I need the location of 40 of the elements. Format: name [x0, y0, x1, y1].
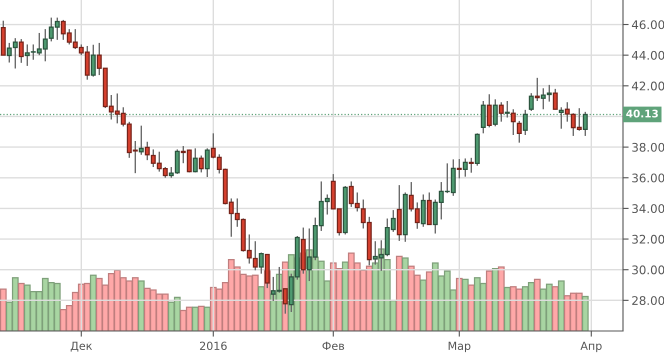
- x-tick-label: 2016: [200, 342, 227, 350]
- y-tick-label: 38.00: [632, 142, 664, 152]
- candlestick: [258, 252, 264, 274]
- candlestick: [582, 111, 588, 137]
- x-tick-label: Фев: [322, 342, 344, 350]
- x-tick-label: Мар: [448, 342, 470, 352]
- candlestick: [522, 109, 528, 136]
- ref-line-label: 40.13: [626, 110, 658, 118]
- candlestick: [504, 100, 510, 118]
- candlestick: [558, 106, 564, 130]
- candlestick: [516, 120, 522, 144]
- candlestick: [90, 44, 96, 78]
- candlestick: [192, 148, 198, 174]
- candlestick: [498, 102, 504, 122]
- y-tick-label: 46.00: [632, 20, 664, 30]
- candlestick: [486, 94, 492, 128]
- candlestick: [534, 77, 540, 102]
- candlestick: [480, 100, 486, 134]
- x-tick-label: Дек: [70, 342, 92, 352]
- candlestick: [468, 157, 474, 174]
- y-tick-label: 28.00: [632, 296, 664, 306]
- candlestick: [456, 158, 462, 180]
- candlestick: [420, 194, 426, 228]
- bar: [582, 296, 589, 331]
- candlestick: [492, 98, 498, 127]
- y-tick-label: 32.00: [632, 234, 664, 244]
- candlestick: [462, 158, 468, 178]
- candlestick: [204, 148, 210, 178]
- y-tick-label: 34.00: [632, 204, 664, 214]
- candlestick: [510, 108, 516, 136]
- candlestick: [552, 88, 558, 110]
- candlestick: [138, 124, 144, 156]
- y-tick-label: 30.00: [632, 265, 664, 274]
- x-tick-label: Апр: [580, 342, 602, 352]
- y-tick-label: 36.00: [632, 173, 664, 182]
- candlestick: [198, 154, 204, 174]
- candlestick: [18, 38, 24, 64]
- y-tick-label: 44.00: [632, 50, 664, 60]
- candlestick: [528, 92, 534, 112]
- y-tick-label: 42.00: [632, 82, 664, 90]
